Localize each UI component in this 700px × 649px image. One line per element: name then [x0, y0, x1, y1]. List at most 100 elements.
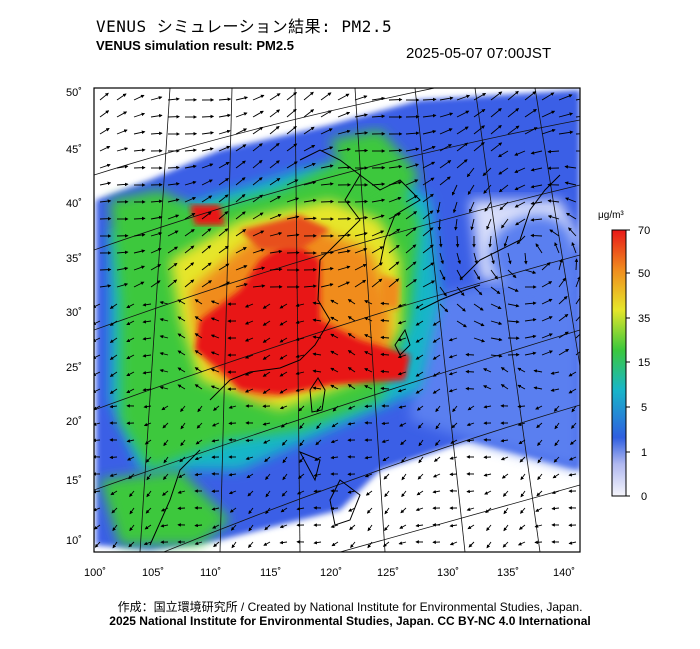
wind-arrow [405, 227, 417, 237]
wind-arrow [150, 231, 163, 237]
wind-arrow [558, 112, 574, 118]
wind-arrow [371, 96, 386, 101]
wind-arrow [218, 211, 229, 220]
wind-arrow [382, 456, 390, 462]
wind-arrow [109, 388, 118, 394]
wind-arrow [99, 199, 112, 203]
wind-arrow [507, 319, 520, 324]
wind-arrow [380, 386, 390, 391]
wind-arrow [398, 541, 407, 545]
wind-arrow [252, 143, 263, 152]
wind-arrow [432, 371, 441, 377]
wind-arrow [400, 507, 407, 514]
wind-arrow [281, 490, 288, 497]
wind-arrow [364, 385, 373, 390]
wind-arrow [448, 354, 458, 359]
wind-arrow [299, 422, 305, 430]
wind-arrow [210, 385, 220, 390]
wind-arrow [133, 148, 146, 152]
wind-arrow [133, 233, 146, 237]
wind-arrow [485, 507, 492, 514]
wind-arrow [286, 233, 300, 237]
wind-arrow [269, 93, 281, 101]
wind-arrow [524, 269, 537, 275]
wind-arrow [116, 182, 129, 187]
wind-arrow [269, 142, 280, 152]
lon-label: 130˚ [437, 567, 459, 579]
wind-arrow [303, 109, 315, 118]
wind-arrow [142, 370, 152, 375]
wind-arrow [384, 507, 390, 515]
wind-arrow [347, 350, 356, 356]
wind-arrow [397, 354, 407, 359]
wind-arrow [286, 197, 300, 203]
wind-arrow [565, 212, 577, 220]
wind-arrow [330, 506, 339, 511]
wind-arrow [184, 245, 195, 254]
wind-arrow [439, 96, 454, 101]
wind-arrow [415, 388, 424, 394]
lat-label: 40˚ [66, 198, 82, 210]
timestamp: 2025-05-07 07:00JST [406, 45, 552, 62]
wind-arrow [295, 388, 305, 392]
wind-arrow [142, 353, 152, 358]
wind-arrow [530, 184, 543, 189]
wind-arrow [280, 507, 288, 513]
wind-arrow [500, 456, 509, 461]
title-english: VENUS simulation result: PM2.5 [96, 38, 294, 53]
wind-arrow [286, 92, 297, 101]
wind-arrow [415, 337, 424, 343]
wind-arrow [180, 422, 186, 430]
wind-arrow [252, 159, 263, 169]
wind-arrow [218, 129, 231, 135]
wind-arrow [320, 92, 332, 101]
wind-arrow [296, 490, 305, 495]
wind-arrow [536, 422, 543, 429]
wind-arrow [517, 422, 526, 426]
wind-arrow [565, 197, 577, 203]
wind-arrow [422, 129, 437, 135]
wind-arrow [380, 335, 390, 340]
wind-arrow [473, 337, 486, 343]
wind-arrow [201, 245, 212, 254]
wind-arrow [295, 303, 305, 307]
pm25-field [94, 88, 580, 552]
colorbar: 70 50 35 15 5 1 0 [611, 225, 650, 503]
wind-arrow [553, 405, 560, 412]
wind-arrow [405, 163, 419, 169]
wind-arrow [116, 266, 129, 271]
wind-arrow [279, 303, 288, 309]
wind-arrow [405, 211, 418, 220]
wind-arrow [228, 421, 237, 426]
wind-arrow [354, 95, 368, 101]
wind-arrow [142, 336, 152, 341]
wind-arrow [452, 201, 458, 214]
wind-arrow [109, 337, 118, 343]
wind-arrow [297, 473, 305, 479]
wind-arrow [422, 210, 434, 220]
wind-arrow [371, 246, 384, 254]
wind-arrow [470, 218, 475, 231]
wind-arrow [490, 286, 501, 295]
wind-arrow [467, 184, 475, 196]
wind-arrow [571, 405, 577, 413]
wind-arrow [568, 541, 577, 545]
wind-arrow [167, 165, 180, 170]
wind-arrow [245, 438, 254, 443]
wind-arrow [248, 507, 254, 515]
wind-arrow [524, 351, 537, 356]
wind-arrow [116, 111, 128, 118]
wind-arrow [483, 368, 492, 373]
wind-arrow [364, 473, 373, 478]
wind-arrow [201, 262, 212, 271]
wind-arrow [456, 269, 463, 281]
wind-arrow [265, 473, 271, 481]
wind-arrow [142, 319, 152, 324]
wind-arrow [99, 110, 110, 118]
wind-arrow [252, 230, 265, 237]
wind-arrow [286, 143, 298, 152]
wind-arrow [483, 404, 492, 409]
wind-arrow [299, 456, 305, 463]
wind-arrow [405, 244, 417, 254]
wind-arrow [126, 320, 135, 326]
